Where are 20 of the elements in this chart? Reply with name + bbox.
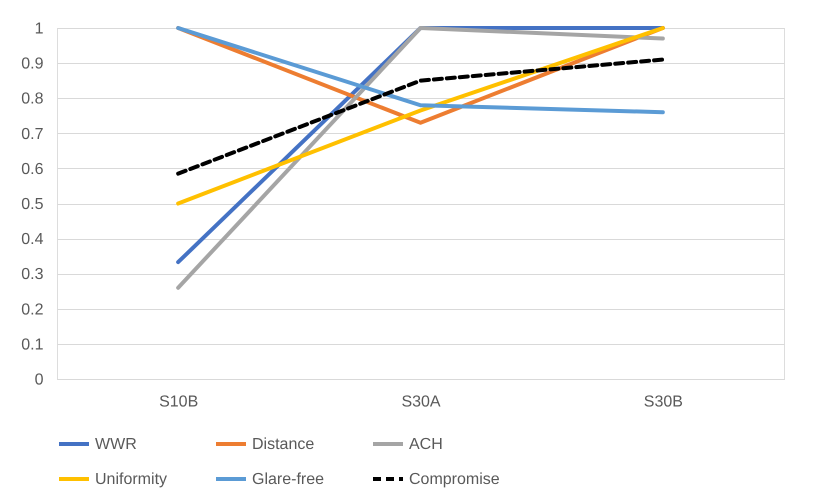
y-tick-label: 0.6 bbox=[21, 160, 44, 178]
legend-label: Glare-free bbox=[252, 471, 324, 488]
x-tick-label: S30A bbox=[401, 394, 441, 410]
y-tick-label: 0.2 bbox=[21, 301, 44, 318]
legend-label: Uniformity bbox=[95, 471, 168, 488]
y-tick-label: 0.7 bbox=[21, 126, 44, 143]
y-tick-label: 0.1 bbox=[21, 336, 44, 354]
x-tick-label: S10B bbox=[159, 394, 198, 410]
y-tick-label: 0.3 bbox=[21, 266, 44, 284]
y-tick-label: 0.5 bbox=[21, 196, 44, 213]
legend-label: ACH bbox=[409, 436, 443, 453]
legend-label: WWR bbox=[95, 436, 137, 453]
y-tick-label: 0.4 bbox=[21, 231, 44, 248]
x-tick-label: S30B bbox=[644, 394, 683, 410]
legend-label: Distance bbox=[252, 436, 314, 453]
y-tick-label: 0.8 bbox=[21, 90, 44, 108]
y-tick-label: 0 bbox=[34, 372, 44, 388]
y-tick-label: 0.9 bbox=[21, 56, 44, 73]
legend-label: Compromise bbox=[409, 471, 500, 488]
y-tick-label: 1 bbox=[34, 20, 44, 38]
